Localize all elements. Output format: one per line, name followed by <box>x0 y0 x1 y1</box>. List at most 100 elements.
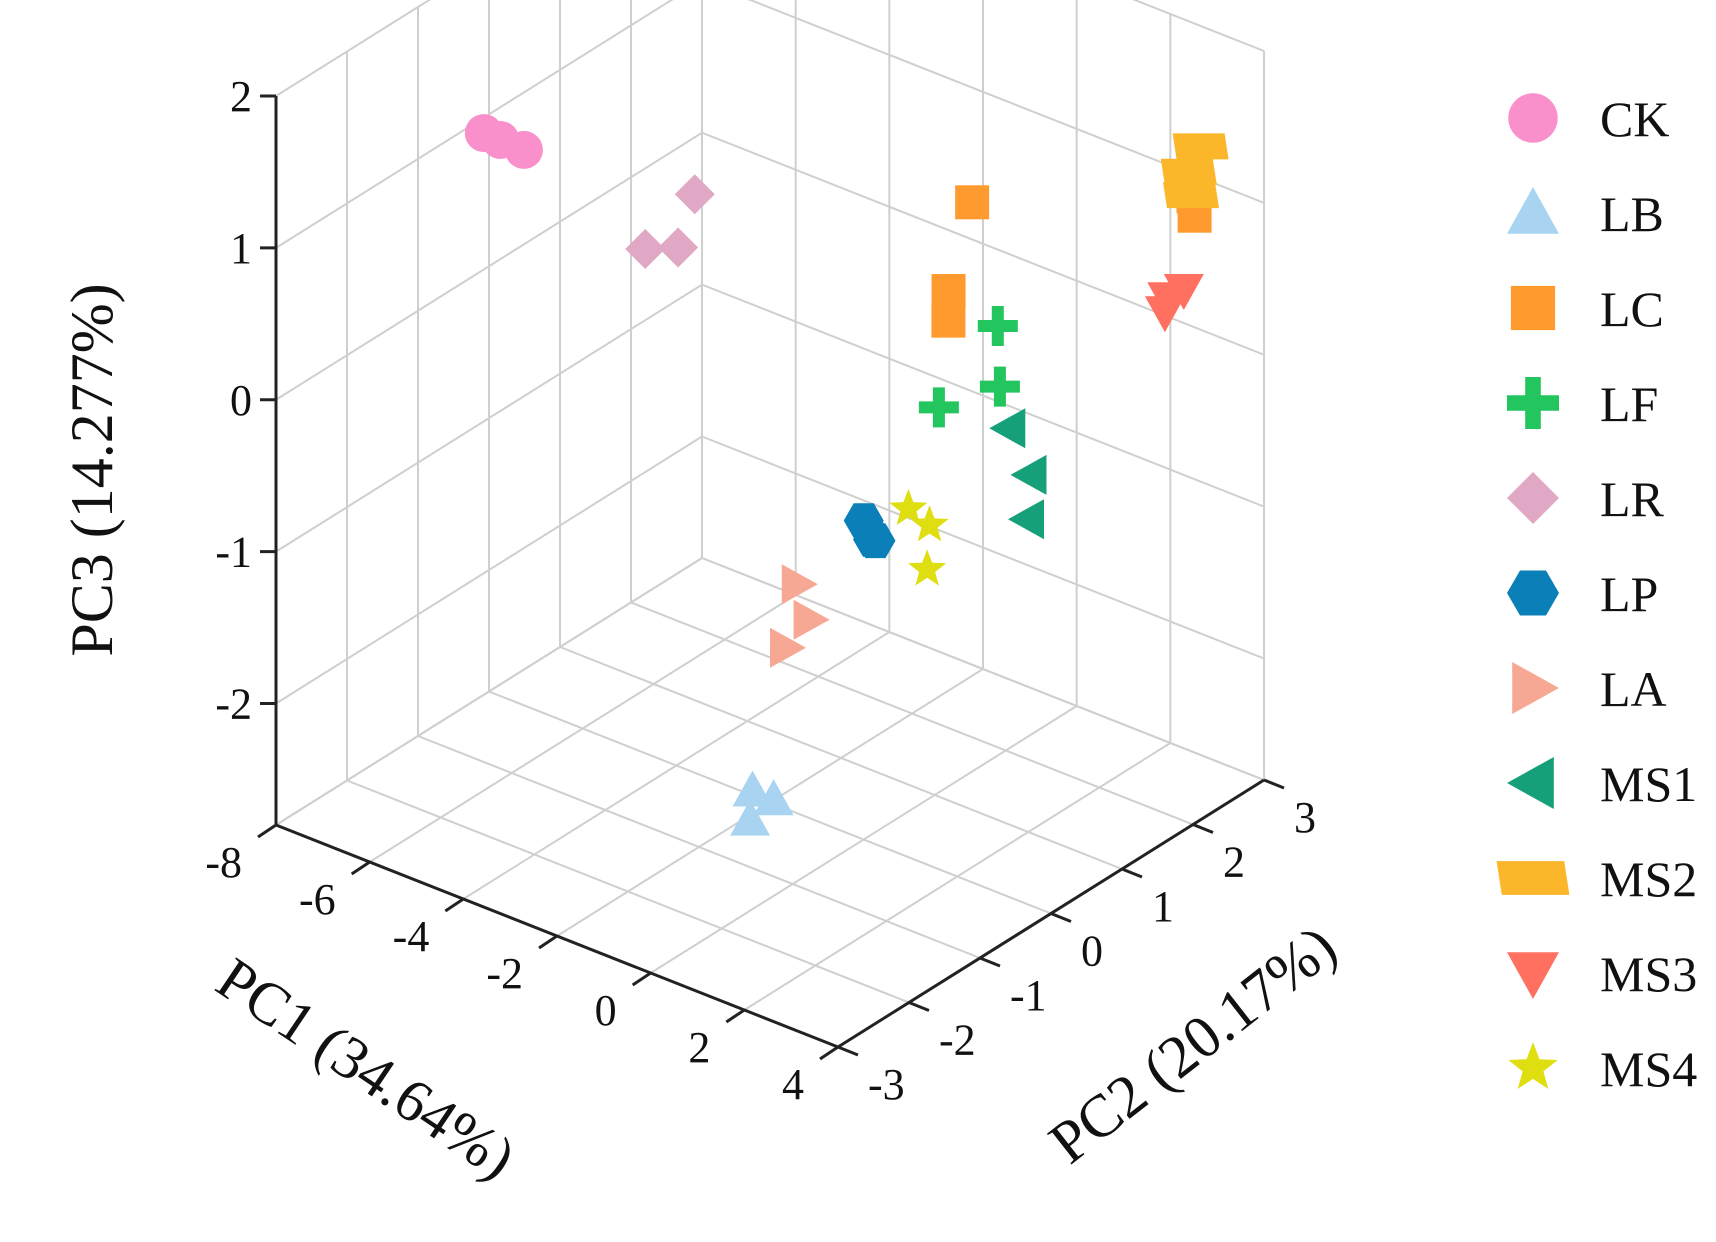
legend-label: MS2 <box>1600 851 1697 907</box>
z-tick-label: 2 <box>230 72 252 121</box>
x-tick-mark <box>444 897 465 913</box>
legend-symbol-ms1 <box>1507 757 1554 809</box>
legend-symbol-lr <box>1507 472 1559 524</box>
legend-item-ms2: MS2 <box>1496 851 1697 907</box>
legend-item-ms3: MS3 <box>1507 946 1697 1002</box>
grid-layer <box>275 0 1265 1048</box>
data-point-la <box>770 627 806 668</box>
legend-symbol-ms2 <box>1496 861 1570 895</box>
data-point-ms1 <box>1008 499 1044 540</box>
wall-grid-line <box>1132 0 1265 52</box>
data-point-ms4 <box>889 488 928 525</box>
legend-symbol-lc <box>1510 285 1556 331</box>
x-tick-mark <box>819 1045 839 1061</box>
legend-item-lb: LB <box>1507 186 1664 242</box>
x-tick-label: -4 <box>393 912 430 961</box>
data-point-lc <box>931 274 966 309</box>
data-point-lb <box>732 770 773 807</box>
points-layer <box>464 114 1229 836</box>
data-point-lc <box>955 185 990 220</box>
legend-item-ms1: MS1 <box>1507 756 1697 812</box>
legend-label: LF <box>1600 376 1658 432</box>
y-tick-mark <box>1121 867 1143 879</box>
x-tick-label: 0 <box>595 986 617 1035</box>
y-tick-label: -1 <box>1010 971 1047 1020</box>
x-tick-mark <box>538 934 558 950</box>
wall-grid-line <box>275 0 674 249</box>
y-tick-mark <box>979 956 1001 968</box>
y-tick-label: -3 <box>868 1060 905 1109</box>
y-tick-label: 3 <box>1294 793 1316 842</box>
wall-grid-line <box>275 0 432 97</box>
wall-grid-line <box>275 435 703 705</box>
y-tick-label: 1 <box>1152 882 1174 931</box>
y-tick-label: 2 <box>1223 838 1245 887</box>
x-tick-label: -2 <box>486 949 523 998</box>
data-point-ms3 <box>1163 274 1204 310</box>
data-point-ck <box>504 130 543 169</box>
data-point-lf <box>977 306 1018 346</box>
z-axis-title: PC3 (14.277%) <box>59 283 125 656</box>
floor-grid-line <box>346 779 910 1004</box>
legend-item-lr: LR <box>1507 471 1665 527</box>
legend: CK LB LC LF LR LP LA MS1 MS2 MS3 MS4 <box>1496 91 1697 1097</box>
data-point-lf <box>918 387 959 428</box>
data-point-la <box>793 599 830 640</box>
y-tick-label: -2 <box>939 1016 976 1065</box>
wall-grid-line <box>701 435 1265 660</box>
floor-grid-line <box>417 735 981 959</box>
legend-label: LA <box>1600 661 1667 717</box>
floor-grid-line <box>559 646 1123 870</box>
legend-item-lf: LF <box>1507 376 1658 432</box>
y-tick-mark <box>908 1001 930 1012</box>
legend-label: CK <box>1600 91 1669 147</box>
legend-symbol-ms3 <box>1507 952 1559 999</box>
legend-symbol-lb <box>1507 187 1559 234</box>
data-point-ms4 <box>908 549 947 586</box>
x-tick-mark <box>257 823 277 839</box>
legend-label: LP <box>1600 566 1658 622</box>
data-point-lr <box>625 229 666 269</box>
x-tick-label: -8 <box>205 838 242 887</box>
legend-item-ms4: MS4 <box>1508 1041 1697 1097</box>
data-point-lp <box>853 522 893 557</box>
legend-item-lp: LP <box>1507 566 1658 622</box>
y-tick-mark <box>1192 823 1214 834</box>
legend-label: LC <box>1600 281 1664 337</box>
z-tick-label: -2 <box>215 680 252 729</box>
legend-symbol-ck <box>1508 93 1558 143</box>
wall-grid-line <box>275 283 703 553</box>
data-point-ms2 <box>1172 133 1229 160</box>
x-tick-mark <box>350 860 371 876</box>
data-point-ms2 <box>1163 182 1219 209</box>
x-tick-label: 2 <box>688 1023 710 1072</box>
legend-symbol-ms4 <box>1508 1042 1558 1089</box>
data-point-lr <box>658 227 699 268</box>
y-tick-mark <box>837 1045 859 1057</box>
legend-item-ck: CK <box>1508 91 1669 147</box>
floor-grid-line <box>630 601 1194 826</box>
data-point-la <box>781 564 818 605</box>
legend-symbol-la <box>1512 662 1559 714</box>
data-point-ms4 <box>910 505 949 542</box>
z-tick-label: -1 <box>215 528 252 577</box>
data-point-ms2 <box>1160 158 1217 185</box>
legend-item-lc: LC <box>1510 281 1664 337</box>
wall-grid-line <box>275 557 703 826</box>
y-tick-label: 0 <box>1081 927 1103 976</box>
legend-label: MS3 <box>1600 946 1697 1002</box>
data-point-ms1 <box>989 408 1026 449</box>
legend-symbol-lf <box>1507 377 1559 429</box>
z-tick-label: 0 <box>230 376 252 425</box>
data-point-lb <box>730 799 771 836</box>
x-tick-mark <box>725 1008 746 1024</box>
data-point-lf <box>979 366 1020 407</box>
x-tick-label: -6 <box>299 875 336 924</box>
wall-grid-line <box>275 131 703 401</box>
y-tick-mark <box>1050 912 1072 923</box>
z-tick-label: 1 <box>230 224 252 273</box>
legend-label: LR <box>1600 471 1665 527</box>
legend-label: MS1 <box>1600 756 1697 812</box>
